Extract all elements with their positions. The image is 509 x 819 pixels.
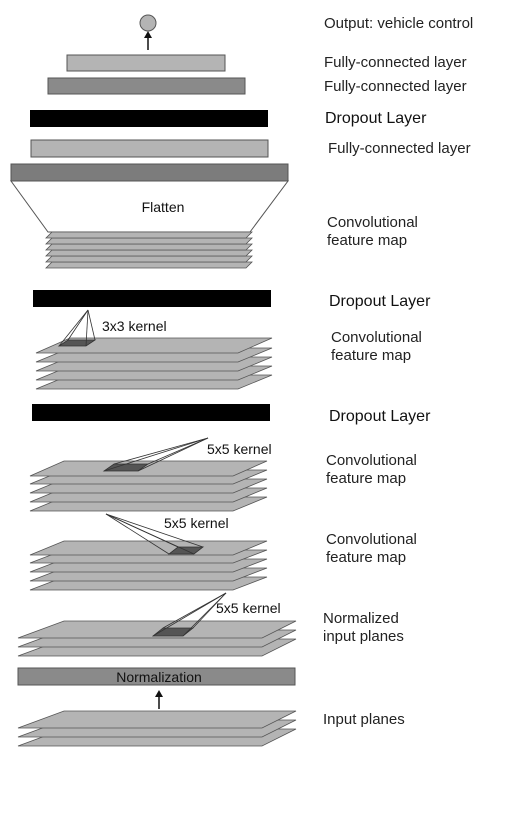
kernel-3x3-projection [57,309,97,347]
fc-layer-1 [66,54,226,72]
conv-feature-map-5 [45,231,253,269]
conv-feature-map-4 [35,337,273,390]
label-output: Output: vehicle control [324,15,473,32]
label-conv4-line1: Convolutional [331,329,422,346]
label-fc-1: Fully-connected layer [324,54,467,71]
output-arrowhead [144,31,152,38]
kernel-5x5-projection-b [105,513,205,555]
dropout-layer-3 [32,404,270,421]
fc-layer-3 [30,139,269,158]
kernel-5x5-projection-a [102,437,209,472]
dropout-layer-1 [30,110,268,127]
kernel-3x3-label: 3x3 kernel [102,318,167,334]
kernel-5x5-label-a: 5x5 kernel [207,441,272,457]
input-arrowhead [155,690,163,697]
flatten-label: Flatten [142,199,185,215]
label-fc-2: Fully-connected layer [324,78,467,95]
label-fc-3: Fully-connected layer [328,140,471,157]
normalization-bar [17,667,296,686]
input-planes [17,710,297,747]
label-norm-line1: Normalized [323,610,399,627]
flatten-top-bar [10,163,289,182]
fc-layer-2 [47,77,246,95]
label-conv2-line1: Convolutional [326,531,417,548]
kernel-5x5-label-c: 5x5 kernel [216,600,281,616]
normalized-input-planes [17,620,297,657]
label-norm-line2: input planes [323,628,404,645]
normalization-label: Normalization [116,669,202,685]
dropout-layer-2 [33,290,271,307]
label-conv3-line1: Convolutional [326,452,417,469]
output-node [139,14,157,32]
label-dropout-2: Dropout Layer [329,293,431,310]
label-input: Input planes [323,711,405,728]
label-conv2-line2: feature map [326,549,406,566]
label-dropout-1: Dropout Layer [325,110,427,127]
label-conv5-line2: feature map [327,232,407,249]
label-conv5-line1: Convolutional [327,214,418,231]
label-conv4-line2: feature map [331,347,411,364]
conv-feature-map-2 [29,540,268,591]
kernel-5x5-label-b: 5x5 kernel [164,515,229,531]
label-dropout-3: Dropout Layer [329,408,431,425]
label-conv3-line2: feature map [326,470,406,487]
conv-feature-map-3 [29,460,268,512]
kernel-5x5-projection-c [151,592,227,637]
